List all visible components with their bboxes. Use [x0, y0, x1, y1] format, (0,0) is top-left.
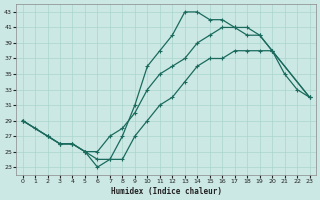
X-axis label: Humidex (Indice chaleur): Humidex (Indice chaleur): [111, 187, 221, 196]
